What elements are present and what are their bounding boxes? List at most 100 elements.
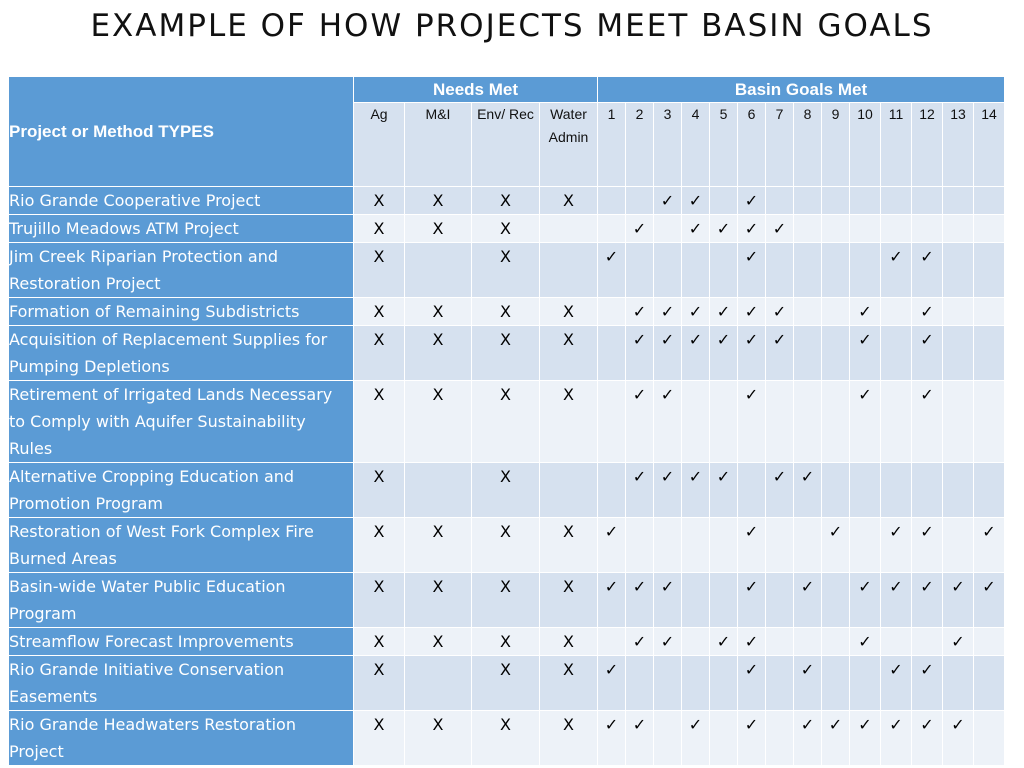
- need-cell: X: [539, 297, 598, 326]
- goal-cell: ✓: [942, 572, 974, 628]
- page-title: EXAMPLE OF HOW PROJECTS MEET BASIN GOALS: [90, 8, 934, 44]
- goal-cell: [709, 572, 738, 628]
- goal-cell: [880, 462, 912, 518]
- goal-column-header: 12: [911, 102, 943, 187]
- goal-column-header: 11: [880, 102, 912, 187]
- need-cell: X: [471, 710, 540, 766]
- goal-cell: ✓: [793, 572, 822, 628]
- need-cell: X: [353, 242, 405, 298]
- goal-column-header: 7: [765, 102, 794, 187]
- needs-column-header: Env/ Rec: [471, 102, 540, 187]
- need-cell: [539, 242, 598, 298]
- goal-cell: [793, 627, 822, 656]
- goal-cell: ✓: [880, 710, 912, 766]
- goal-column-header: 4: [681, 102, 710, 187]
- goal-cell: ✓: [911, 380, 943, 463]
- goal-cell: [942, 655, 974, 711]
- project-name-cell: Trujillo Meadows ATM Project: [8, 214, 354, 243]
- goal-cell: ✓: [880, 572, 912, 628]
- goal-cell: ✓: [765, 462, 794, 518]
- projects-goals-table: Project or Method TYPES Needs Met Basin …: [8, 76, 1005, 766]
- goal-cell: ✓: [973, 517, 1005, 573]
- need-cell: X: [404, 572, 472, 628]
- goal-cell: [653, 214, 682, 243]
- need-cell: [404, 462, 472, 518]
- table-row: Rio Grande Headwaters Restoration Projec…: [8, 710, 1005, 766]
- goal-cell: [765, 380, 794, 463]
- goal-cell: ✓: [653, 572, 682, 628]
- goal-cell: [709, 186, 738, 215]
- goal-cell: [709, 517, 738, 573]
- goal-cell: [625, 186, 654, 215]
- project-name-cell: Jim Creek Riparian Protection and Restor…: [8, 242, 354, 298]
- goal-cell: [880, 380, 912, 463]
- goal-cell: [821, 627, 850, 656]
- goal-column-header: 8: [793, 102, 822, 187]
- goal-cell: ✓: [709, 325, 738, 381]
- project-name-cell: Formation of Remaining Subdistricts: [8, 297, 354, 326]
- project-name-cell: Basin-wide Water Public Education Progra…: [8, 572, 354, 628]
- goal-cell: [821, 380, 850, 463]
- project-name-cell: Rio Grande Headwaters Restoration Projec…: [8, 710, 354, 766]
- goal-cell: [597, 186, 626, 215]
- goal-cell: [653, 655, 682, 711]
- goal-cell: ✓: [681, 297, 710, 326]
- goal-cell: ✓: [625, 627, 654, 656]
- goal-cell: ✓: [973, 572, 1005, 628]
- goal-cell: ✓: [737, 517, 766, 573]
- needs-column-header: Ag: [353, 102, 405, 187]
- goal-cell: [765, 517, 794, 573]
- goal-cell: ✓: [911, 710, 943, 766]
- goal-cell: [653, 242, 682, 298]
- need-cell: X: [353, 572, 405, 628]
- goal-cell: ✓: [911, 297, 943, 326]
- goal-cell: [625, 242, 654, 298]
- goal-cell: ✓: [765, 325, 794, 381]
- need-cell: X: [404, 297, 472, 326]
- goal-cell: ✓: [681, 186, 710, 215]
- goal-cell: [973, 297, 1005, 326]
- goal-cell: [821, 242, 850, 298]
- need-cell: [404, 655, 472, 711]
- table-row: Formation of Remaining Subdistricts X X X X ✓…: [8, 297, 1005, 326]
- need-cell: X: [404, 517, 472, 573]
- goal-cell: [597, 380, 626, 463]
- need-cell: X: [539, 655, 598, 711]
- need-cell: X: [471, 214, 540, 243]
- table-row: Basin-wide Water Public Education Progra…: [8, 572, 1005, 628]
- goal-column-header: 13: [942, 102, 974, 187]
- goal-cell: [880, 186, 912, 215]
- goal-cell: ✓: [681, 325, 710, 381]
- type-column-header: Project or Method TYPES: [8, 76, 354, 187]
- need-cell: X: [539, 186, 598, 215]
- goal-cell: ✓: [911, 572, 943, 628]
- need-cell: X: [353, 627, 405, 656]
- goal-cell: [973, 627, 1005, 656]
- project-name-cell: Rio Grande Cooperative Project: [8, 186, 354, 215]
- table-row: Rio Grande Initiative Conservation Easem…: [8, 655, 1005, 711]
- need-cell: X: [471, 572, 540, 628]
- goal-cell: [942, 214, 974, 243]
- goal-cell: [597, 325, 626, 381]
- goal-cell: [821, 214, 850, 243]
- goal-cell: [597, 297, 626, 326]
- need-cell: [539, 462, 598, 518]
- goal-cell: [793, 186, 822, 215]
- goal-cell: ✓: [597, 655, 626, 711]
- need-cell: X: [404, 627, 472, 656]
- need-cell: X: [539, 710, 598, 766]
- table-row: Retirement of Irrigated Lands Necessary …: [8, 380, 1005, 463]
- goal-cell: ✓: [681, 462, 710, 518]
- goal-cell: [942, 186, 974, 215]
- need-cell: X: [353, 710, 405, 766]
- goal-cell: [942, 325, 974, 381]
- goal-cell: ✓: [911, 325, 943, 381]
- goal-cell: [821, 297, 850, 326]
- goal-cell: ✓: [849, 572, 881, 628]
- need-cell: X: [404, 325, 472, 381]
- project-name-cell: Rio Grande Initiative Conservation Easem…: [8, 655, 354, 711]
- goal-cell: [973, 325, 1005, 381]
- need-cell: X: [471, 627, 540, 656]
- goal-cell: ✓: [737, 710, 766, 766]
- need-cell: X: [353, 325, 405, 381]
